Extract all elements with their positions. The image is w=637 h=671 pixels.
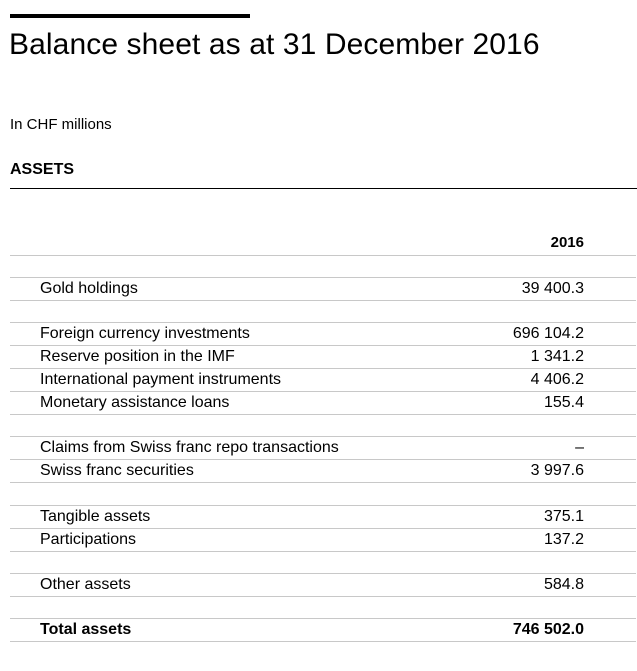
row-value: 375.1 [543, 508, 584, 525]
page-title: Balance sheet as at 31 December 2016 [9, 28, 540, 61]
unit-note: In CHF millions [10, 116, 112, 133]
row-divider [10, 641, 636, 642]
row-label: Tangible assets [40, 508, 151, 525]
row-label: Foreign currency investments [40, 325, 250, 342]
row-label: Participations [40, 531, 137, 548]
row-divider [10, 505, 636, 506]
row-divider [10, 436, 636, 437]
table-row-swiss-franc-securities: Swiss franc securities 3 997.6 [10, 460, 636, 482]
row-label: Other assets [40, 576, 131, 593]
row-divider [10, 414, 636, 415]
table-row-participations: Participations 137.2 [10, 529, 636, 551]
table-row-tangible-assets: Tangible assets 375.1 [10, 506, 636, 528]
row-value: 1 341.2 [530, 348, 584, 365]
row-value: 584.8 [543, 576, 584, 593]
table-row-monetary-assistance-loans: Monetary assistance loans 155.4 [10, 392, 636, 414]
row-divider [10, 255, 636, 256]
row-divider [10, 551, 636, 552]
section-divider [10, 188, 637, 189]
column-header-year: 2016 [550, 234, 584, 251]
title-accent-rule [10, 14, 250, 18]
table-row-claims-swiss-franc-repo: Claims from Swiss franc repo transaction… [10, 437, 636, 459]
row-label: Total assets [40, 621, 132, 638]
row-divider [10, 368, 636, 369]
row-label: Monetary assistance loans [40, 394, 230, 411]
table-row-gold-holdings: Gold holdings 39 400.3 [10, 278, 636, 300]
table-row-international-payment-instruments: International payment instruments 4 406.… [10, 369, 636, 391]
row-divider [10, 528, 636, 529]
row-divider [10, 596, 636, 597]
row-label: Swiss franc securities [40, 462, 194, 479]
row-value: 137.2 [543, 531, 584, 548]
table-row-reserve-position-imf: Reserve position in the IMF 1 341.2 [10, 346, 636, 368]
row-divider [10, 482, 636, 483]
row-divider [10, 322, 636, 323]
row-divider [10, 618, 636, 619]
row-value: 4 406.2 [530, 371, 584, 388]
row-value: – [575, 439, 584, 456]
section-heading: ASSETS [10, 161, 75, 178]
row-value: 39 400.3 [521, 280, 584, 297]
row-divider [10, 391, 636, 392]
table-row-total-assets: Total assets 746 502.0 [10, 619, 636, 641]
row-label: Claims from Swiss franc repo transaction… [40, 439, 339, 456]
table-row-foreign-currency-investments: Foreign currency investments 696 104.2 [10, 323, 636, 345]
row-divider [10, 277, 636, 278]
row-value: 746 502.0 [512, 621, 584, 638]
row-value: 696 104.2 [512, 325, 584, 342]
row-value: 3 997.6 [530, 462, 584, 479]
row-label: Reserve position in the IMF [40, 348, 235, 365]
row-divider [10, 573, 636, 574]
row-divider [10, 459, 636, 460]
row-divider [10, 345, 636, 346]
row-value: 155.4 [543, 394, 584, 411]
row-label: International payment instruments [40, 371, 282, 388]
row-label: Gold holdings [40, 280, 138, 297]
row-divider [10, 300, 636, 301]
table-row-other-assets: Other assets 584.8 [10, 574, 636, 596]
